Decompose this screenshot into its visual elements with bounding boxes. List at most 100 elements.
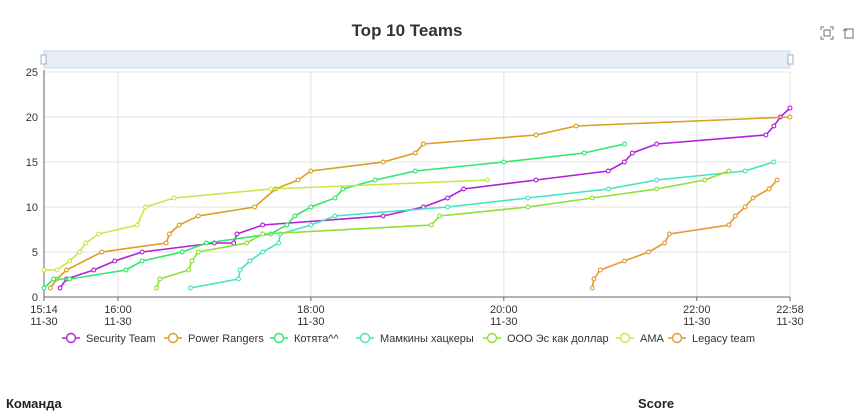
data-point[interactable] bbox=[461, 186, 467, 192]
legend-item[interactable]: AMA bbox=[616, 332, 665, 345]
data-point[interactable] bbox=[412, 168, 418, 174]
data-point[interactable] bbox=[597, 267, 603, 273]
zoom-handle-left[interactable] bbox=[40, 54, 47, 65]
data-point[interactable] bbox=[702, 177, 708, 183]
data-point[interactable] bbox=[581, 150, 587, 156]
legend-item[interactable]: Мамкины хацкеры bbox=[356, 332, 474, 345]
restore-icon[interactable] bbox=[842, 26, 856, 45]
data-point[interactable] bbox=[445, 204, 450, 210]
legend-item[interactable]: Power Rangers bbox=[164, 332, 264, 345]
data-point[interactable] bbox=[726, 168, 732, 174]
data-point[interactable] bbox=[654, 141, 660, 147]
data-point[interactable] bbox=[96, 231, 102, 237]
legend-item[interactable]: ООО Эс как доллар bbox=[483, 332, 609, 345]
data-point[interactable] bbox=[187, 285, 193, 291]
data-point[interactable] bbox=[501, 159, 507, 165]
data-point[interactable] bbox=[380, 159, 386, 165]
data-point[interactable] bbox=[176, 222, 182, 228]
data-point[interactable] bbox=[41, 267, 47, 273]
data-point[interactable] bbox=[589, 285, 595, 291]
data-point[interactable] bbox=[525, 195, 531, 201]
data-point[interactable] bbox=[621, 159, 627, 165]
data-point[interactable] bbox=[157, 276, 163, 282]
data-point[interactable] bbox=[429, 222, 434, 228]
data-point[interactable] bbox=[605, 168, 611, 174]
data-point[interactable] bbox=[437, 213, 442, 219]
data-point[interactable] bbox=[485, 177, 491, 183]
data-point[interactable] bbox=[171, 195, 177, 201]
data-point[interactable] bbox=[186, 267, 192, 273]
data-point[interactable] bbox=[244, 240, 250, 246]
data-point[interactable] bbox=[284, 222, 290, 228]
legend-item[interactable]: Security Team bbox=[62, 332, 156, 345]
zoom-icon[interactable] bbox=[820, 26, 834, 45]
data-point[interactable] bbox=[445, 195, 450, 201]
data-point[interactable] bbox=[605, 186, 611, 192]
data-point[interactable] bbox=[295, 177, 301, 183]
data-point[interactable] bbox=[134, 222, 140, 228]
data-point[interactable] bbox=[340, 186, 346, 192]
data-point[interactable] bbox=[629, 150, 635, 156]
data-point[interactable] bbox=[412, 150, 418, 156]
data-point[interactable] bbox=[771, 159, 777, 165]
data-point[interactable] bbox=[195, 213, 201, 219]
data-point[interactable] bbox=[203, 240, 209, 246]
data-point[interactable] bbox=[47, 285, 53, 291]
data-point[interactable] bbox=[41, 285, 47, 291]
data-point[interactable] bbox=[666, 231, 672, 237]
data-point[interactable] bbox=[231, 240, 237, 246]
data-point[interactable] bbox=[654, 186, 660, 192]
legend-item[interactable]: Котята^^ bbox=[270, 332, 339, 345]
data-point[interactable] bbox=[766, 186, 772, 192]
data-point[interactable] bbox=[573, 123, 579, 129]
data-point[interactable] bbox=[654, 177, 660, 183]
zoom-selected-range[interactable] bbox=[44, 51, 790, 68]
data-point[interactable] bbox=[83, 240, 89, 246]
data-point[interactable] bbox=[308, 168, 314, 174]
data-point[interactable] bbox=[308, 204, 314, 210]
data-point[interactable] bbox=[332, 213, 338, 219]
data-point[interactable] bbox=[57, 285, 63, 291]
data-point[interactable] bbox=[787, 105, 793, 111]
data-point[interactable] bbox=[742, 168, 748, 174]
data-point[interactable] bbox=[589, 195, 595, 201]
data-point[interactable] bbox=[76, 249, 82, 255]
data-point[interactable] bbox=[64, 267, 69, 273]
data-point[interactable] bbox=[139, 249, 145, 255]
data-point[interactable] bbox=[91, 267, 97, 273]
data-point[interactable] bbox=[774, 177, 780, 183]
data-point[interactable] bbox=[380, 213, 386, 219]
data-point[interactable] bbox=[533, 132, 539, 138]
data-point[interactable] bbox=[292, 213, 298, 219]
data-point[interactable] bbox=[260, 249, 266, 255]
data-point[interactable] bbox=[332, 195, 338, 201]
data-point[interactable] bbox=[237, 267, 243, 273]
data-point[interactable] bbox=[621, 258, 627, 264]
data-point[interactable] bbox=[236, 276, 241, 282]
data-point[interactable] bbox=[276, 240, 282, 246]
data-point[interactable] bbox=[234, 231, 240, 237]
zoom-handle-right[interactable] bbox=[787, 54, 794, 65]
data-point[interactable] bbox=[51, 276, 57, 282]
data-point[interactable] bbox=[787, 114, 793, 120]
data-point[interactable] bbox=[99, 249, 105, 255]
data-point[interactable] bbox=[750, 195, 756, 201]
data-point[interactable] bbox=[166, 231, 172, 237]
data-point[interactable] bbox=[67, 258, 73, 264]
data-point[interactable] bbox=[67, 276, 73, 282]
data-point[interactable] bbox=[742, 204, 748, 210]
data-point[interactable] bbox=[154, 285, 159, 291]
data-point[interactable] bbox=[763, 132, 769, 138]
data-point[interactable] bbox=[372, 177, 378, 183]
data-point[interactable] bbox=[771, 123, 777, 129]
data-point[interactable] bbox=[732, 213, 738, 219]
data-point[interactable] bbox=[260, 222, 266, 228]
data-point[interactable] bbox=[533, 177, 539, 183]
data-point[interactable] bbox=[420, 141, 426, 147]
data-point[interactable] bbox=[139, 258, 145, 264]
data-point[interactable] bbox=[646, 249, 651, 255]
data-point[interactable] bbox=[621, 141, 627, 147]
data-point[interactable] bbox=[189, 258, 195, 264]
data-point[interactable] bbox=[112, 258, 118, 264]
data-point[interactable] bbox=[179, 249, 185, 255]
